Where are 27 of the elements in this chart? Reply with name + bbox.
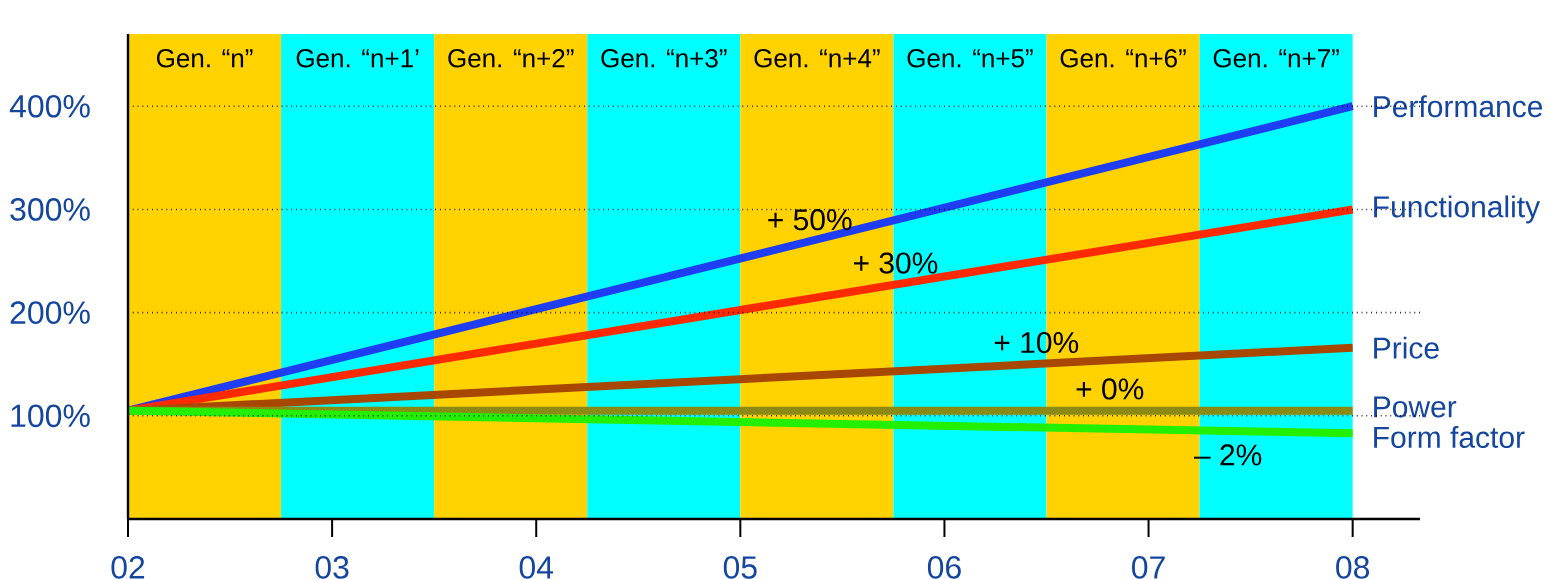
- y-tick-label: 400%: [9, 94, 90, 118]
- x-tick-label: 07: [1132, 556, 1165, 579]
- annotation: – 2%: [1193, 444, 1262, 466]
- series-label: Power: [1374, 396, 1457, 418]
- y-tick-label: 100%: [11, 404, 90, 428]
- series-label: Performance: [1374, 95, 1543, 118]
- x-tick-label: 06: [927, 556, 961, 579]
- x-tick-label: 02: [111, 556, 145, 579]
- band-label: Gen. “n+6”: [1060, 49, 1186, 68]
- y-tick-label: 300%: [10, 198, 90, 221]
- x-tick-label: 04: [519, 556, 554, 579]
- annotation: + 0%: [1076, 378, 1144, 400]
- y-tick-label: 200%: [10, 301, 90, 324]
- x-tick-label: 05: [723, 556, 757, 579]
- series-label: Functionality: [1374, 195, 1541, 224]
- series-label: Form factor: [1374, 426, 1525, 448]
- series-label: Price: [1374, 336, 1439, 359]
- band-label: Gen. “n+1’: [296, 49, 419, 68]
- band-label: Gen. “n+7”: [1213, 49, 1339, 68]
- band-label: Gen. “n+5”: [907, 49, 1033, 68]
- x-tick-label: 08: [1336, 556, 1370, 579]
- band-label: Gen. “n”: [156, 49, 253, 68]
- band-label: Gen. “n+3”: [601, 49, 727, 68]
- annotation: + 50%: [768, 209, 852, 231]
- band-label: Gen. “n+4”: [754, 49, 880, 68]
- x-tick-label: 03: [315, 556, 349, 579]
- band-label: Gen. “n+2”: [448, 49, 574, 68]
